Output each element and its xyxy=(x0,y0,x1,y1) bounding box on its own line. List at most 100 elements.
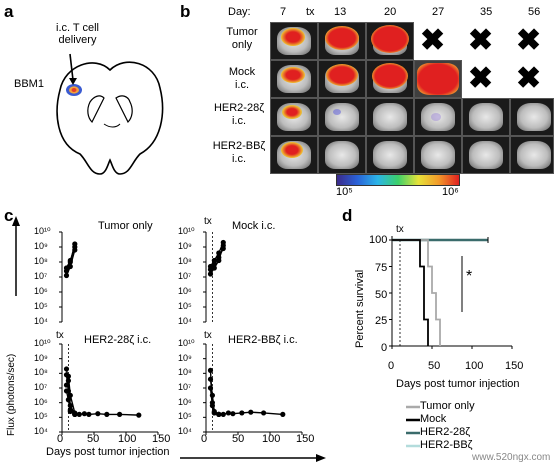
watermark: www.520ngx.com xyxy=(472,452,551,463)
data-point xyxy=(211,410,217,416)
d-ytick-100: 100 xyxy=(369,234,388,246)
c-ytick-label: 10⁸ xyxy=(178,367,192,378)
image-mock-day13 xyxy=(318,60,366,98)
tx-label-mock: tx xyxy=(204,216,212,227)
brain-schematic xyxy=(56,53,164,175)
data-point xyxy=(67,392,73,398)
legend-her2-28z: HER2-28ζ xyxy=(420,426,471,438)
c-ytick-label: 10¹⁰ xyxy=(178,226,195,236)
image-her2-bbz-day35 xyxy=(462,136,510,174)
subplot-title-her2-28z: HER2-28ζ i.c. xyxy=(84,334,152,346)
data-point xyxy=(216,250,222,256)
data-point xyxy=(136,412,142,418)
day-56: 56 xyxy=(528,6,541,18)
data-point xyxy=(86,411,92,417)
panel-b-label: b xyxy=(180,2,191,21)
panel-d-tx-label: tx xyxy=(396,224,404,235)
c-ytick-label: 10⁷ xyxy=(34,382,48,392)
legend-her2-bbz: HER2-BBζ xyxy=(420,439,473,451)
c-xtick-50-right: 50 xyxy=(232,433,245,445)
c-ytick-label: 10⁹ xyxy=(178,241,192,251)
data-point xyxy=(65,397,71,403)
image-her2-28z-day56 xyxy=(510,98,554,136)
panel-c-x-axis-label: Days post tumor injection xyxy=(46,446,170,458)
c-ytick-label: 10⁴ xyxy=(34,316,48,326)
day-20: 20 xyxy=(384,6,397,18)
survival-curve-1 xyxy=(392,239,429,346)
c-xtick-0: 0 xyxy=(57,433,64,445)
c-ytick-label: 10⁶ xyxy=(178,286,192,296)
c-ytick-label: 10⁶ xyxy=(34,396,48,407)
data-point xyxy=(76,411,82,417)
d-ytick-25: 25 xyxy=(375,315,388,327)
c-ytick-label: 10⁷ xyxy=(34,271,48,281)
row-label-mock: Mock i.c. xyxy=(228,66,256,91)
c-ytick-label: 10⁵ xyxy=(178,411,192,422)
data-point xyxy=(95,411,101,417)
data-point xyxy=(211,257,217,264)
c-ytick-label: 10⁶ xyxy=(34,286,48,296)
data-point xyxy=(280,411,286,417)
delivery-arrow xyxy=(69,53,74,81)
c-ytick-label: 10¹⁰ xyxy=(34,338,51,348)
day-tx: tx xyxy=(306,6,315,18)
d-ytick-75: 75 xyxy=(375,262,388,274)
luminescence-colorbar xyxy=(336,174,460,186)
c-ytick-label: 10⁸ xyxy=(34,367,48,378)
day-35: 35 xyxy=(480,6,493,18)
data-point xyxy=(261,410,267,416)
data-point xyxy=(63,272,70,279)
d-xtick-100: 100 xyxy=(465,360,484,372)
panel-a-label: a xyxy=(4,2,14,21)
day-27: 27 xyxy=(432,6,445,18)
row-label-her2-bbz: HER2-BBζ i.c. xyxy=(212,140,266,165)
day-7: 7 xyxy=(280,6,287,18)
image-her2-bbz-day27 xyxy=(414,136,462,174)
c-xtick-100-right: 100 xyxy=(262,433,281,445)
image-her2-28z-day7 xyxy=(270,98,318,136)
data-point xyxy=(225,410,231,416)
panel-d-label: d xyxy=(342,206,353,225)
d-xtick-0: 0 xyxy=(388,360,395,372)
data-point xyxy=(220,411,226,417)
image-mock-day7 xyxy=(270,60,318,98)
death-mark: ✖ xyxy=(516,62,542,95)
data-point xyxy=(104,411,110,417)
c-ytick-label: 10⁵ xyxy=(178,301,192,311)
subplot-title-her2-bbz: HER2-BBζ i.c. xyxy=(228,334,298,346)
image-her2-28z-day27 xyxy=(414,98,462,136)
image-her2-28z-day20 xyxy=(366,98,414,136)
data-point xyxy=(207,263,214,270)
significance-star: * xyxy=(466,268,473,285)
c-ytick-label: 10⁸ xyxy=(178,256,192,266)
brain-outline xyxy=(56,61,164,175)
image-her2-28z-day35 xyxy=(462,98,510,136)
c-xtick-50: 50 xyxy=(87,433,100,445)
data-point xyxy=(63,265,70,271)
data-point xyxy=(65,373,71,379)
c-ytick-label: 10⁹ xyxy=(34,241,48,251)
data-point xyxy=(230,411,236,417)
c-xtick-150-right: 150 xyxy=(296,433,315,445)
image-her2-bbz-day7 xyxy=(270,136,318,174)
data-point xyxy=(81,411,87,417)
c-ytick-label: 10⁷ xyxy=(178,382,192,392)
data-point xyxy=(117,411,123,417)
image-her2-bbz-day20 xyxy=(366,136,414,174)
right-ventricle xyxy=(115,95,133,124)
c-ytick-label: 10⁴ xyxy=(178,316,192,326)
left-ventricle xyxy=(87,95,105,124)
c-ytick-label: 10⁷ xyxy=(178,271,192,281)
subplot-title-tumor-only: Tumor only xyxy=(98,220,153,232)
d-ytick-50: 50 xyxy=(375,289,388,301)
c-ytick-label: 10⁸ xyxy=(34,256,48,266)
c-ytick-label: 10¹⁰ xyxy=(178,338,195,348)
image-her2-28z-day13 xyxy=(318,98,366,136)
c-ytick-label: 10⁹ xyxy=(178,352,192,363)
death-mark: ✖ xyxy=(468,62,494,95)
c-ytick-label: 10⁴ xyxy=(178,426,192,436)
data-point xyxy=(63,388,70,394)
image-her2-bbz-day13 xyxy=(318,136,366,174)
death-mark: ✖ xyxy=(516,24,542,57)
